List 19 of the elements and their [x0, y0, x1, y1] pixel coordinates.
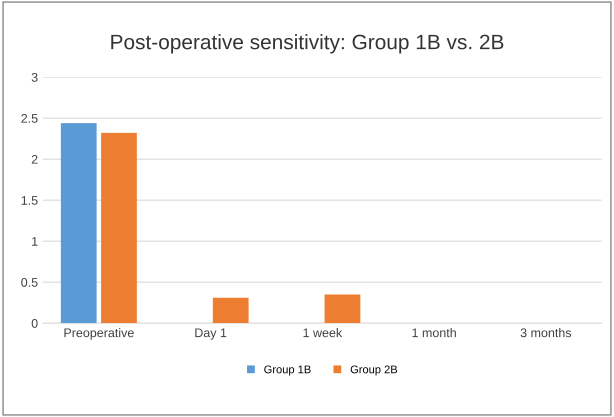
x-tick-label: Day 1 [195, 328, 226, 340]
bar [212, 298, 249, 324]
bar [60, 123, 97, 324]
y-tick-label: 3 [32, 72, 38, 82]
y-tick-label: 0 [32, 318, 38, 328]
y-tick-label: 0.5 [21, 278, 38, 287]
x-tick-label: 3 months [520, 328, 572, 338]
chart-title: Post-operative sensitivity: Group 1B vs. 2B [111, 34, 504, 54]
y-tick-label: 1.5 [22, 196, 38, 205]
legend-label: Group 1B [264, 365, 311, 376]
bar [101, 132, 137, 324]
y-tick-label: 2 [32, 154, 38, 164]
legend-label: Group 2B [350, 365, 398, 376]
bar [324, 294, 360, 324]
y-tick-label: 2.5 [21, 114, 38, 123]
y-tick-label: 1 [32, 237, 38, 246]
x-tick-label: 1 month [412, 328, 456, 338]
x-tick-label: Preoperative [64, 328, 134, 340]
x-tick-label: 1 week [304, 328, 342, 338]
